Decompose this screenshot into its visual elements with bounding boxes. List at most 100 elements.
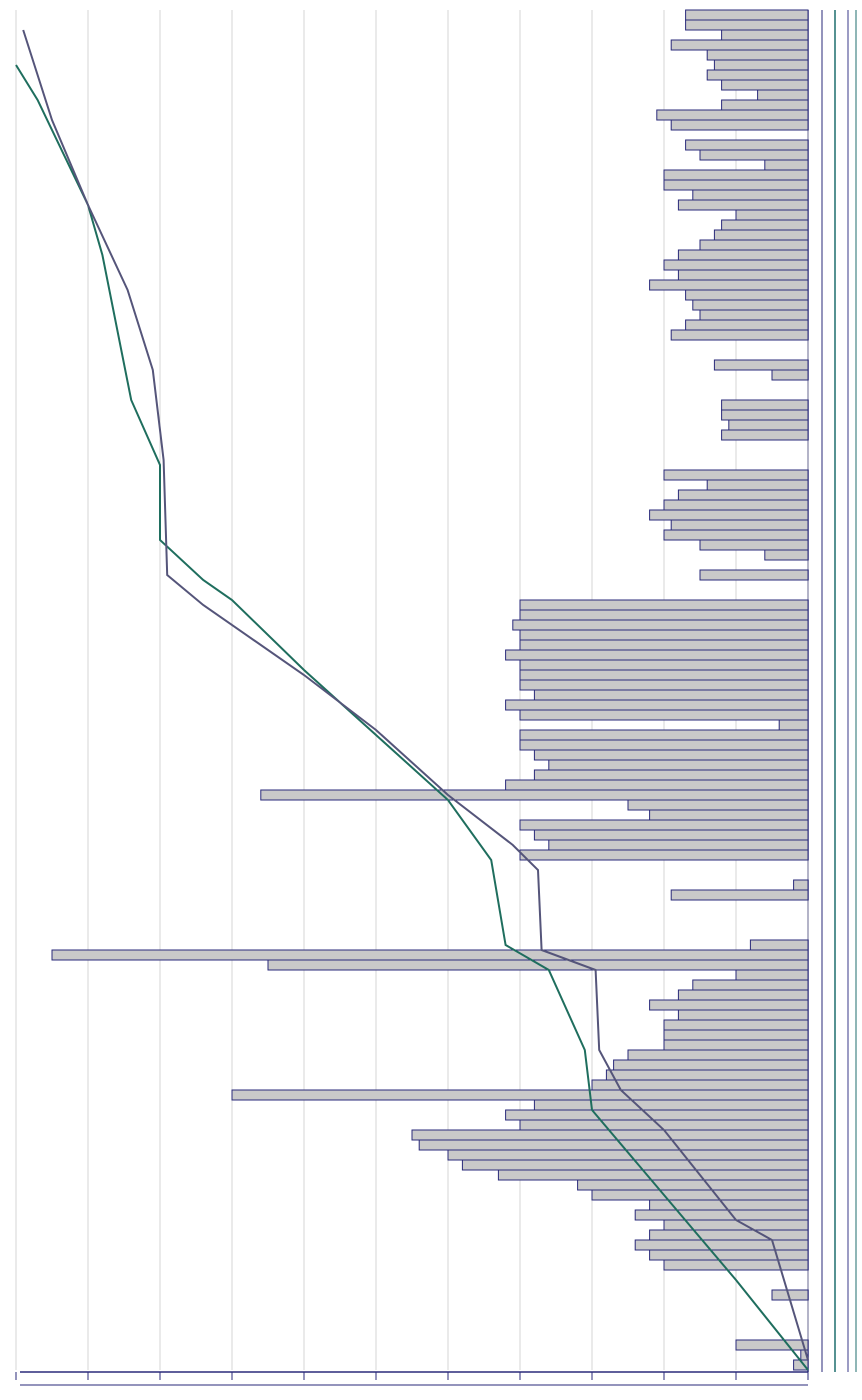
bar bbox=[677, 249, 809, 261]
bar bbox=[663, 499, 809, 511]
bar bbox=[649, 1249, 809, 1261]
bar bbox=[519, 739, 809, 751]
bar bbox=[670, 119, 809, 131]
bar bbox=[548, 759, 809, 771]
bar bbox=[685, 319, 809, 331]
bar bbox=[418, 1139, 809, 1151]
bar bbox=[533, 749, 809, 761]
bar bbox=[735, 209, 809, 221]
bar bbox=[764, 159, 809, 171]
bar bbox=[735, 1339, 809, 1351]
bar bbox=[757, 89, 809, 101]
bar bbox=[713, 359, 809, 371]
bar bbox=[735, 969, 809, 981]
bar bbox=[663, 469, 809, 481]
bar bbox=[706, 49, 809, 61]
bar bbox=[533, 689, 809, 701]
bar bbox=[771, 369, 809, 381]
bar bbox=[699, 239, 809, 251]
bar bbox=[505, 779, 809, 791]
cumulative-line bbox=[22, 29, 809, 1361]
bar bbox=[670, 39, 809, 51]
bar bbox=[605, 1069, 809, 1081]
bar bbox=[706, 479, 809, 491]
bar bbox=[670, 329, 809, 341]
bar bbox=[793, 879, 809, 891]
bar bbox=[677, 989, 809, 1001]
bar bbox=[699, 149, 809, 161]
bar bbox=[627, 799, 809, 811]
bar bbox=[663, 179, 809, 191]
bar bbox=[533, 769, 809, 781]
bar bbox=[548, 839, 809, 851]
bar bbox=[713, 59, 809, 71]
bar bbox=[721, 399, 809, 411]
bar bbox=[692, 189, 809, 201]
bar bbox=[721, 29, 809, 41]
bar bbox=[656, 109, 809, 121]
bar bbox=[692, 979, 809, 991]
bar bbox=[670, 889, 809, 901]
bar bbox=[519, 1119, 809, 1131]
bar bbox=[685, 9, 809, 21]
bar bbox=[677, 269, 809, 281]
bar bbox=[505, 699, 809, 711]
bar bbox=[778, 719, 809, 731]
bar bbox=[497, 1169, 809, 1181]
bar bbox=[728, 419, 809, 431]
bar bbox=[699, 539, 809, 551]
bar bbox=[685, 19, 809, 31]
bar bbox=[649, 809, 809, 821]
bar bbox=[649, 509, 809, 521]
bar bbox=[591, 1079, 809, 1091]
bar bbox=[51, 949, 809, 961]
bar bbox=[713, 229, 809, 241]
bar bbox=[627, 1049, 809, 1061]
bar bbox=[764, 549, 809, 561]
bar bbox=[519, 709, 809, 721]
bar bbox=[649, 279, 809, 291]
bar bbox=[663, 259, 809, 271]
bar bbox=[721, 429, 809, 441]
bar bbox=[663, 169, 809, 181]
bar bbox=[577, 1179, 809, 1191]
bar bbox=[749, 939, 809, 951]
bar bbox=[231, 1089, 809, 1101]
bar bbox=[649, 1229, 809, 1241]
bar bbox=[706, 69, 809, 81]
bar bbox=[677, 199, 809, 211]
bar bbox=[699, 309, 809, 321]
bar bbox=[721, 409, 809, 421]
bar bbox=[663, 1039, 809, 1051]
bar bbox=[519, 599, 809, 611]
bar bbox=[519, 679, 809, 691]
bar bbox=[505, 1109, 809, 1121]
bar bbox=[519, 669, 809, 681]
bar bbox=[634, 1239, 809, 1251]
bar bbox=[519, 609, 809, 621]
bar bbox=[519, 729, 809, 741]
bar bbox=[721, 219, 809, 231]
bar bbox=[663, 1019, 809, 1031]
bar bbox=[649, 999, 809, 1011]
bar bbox=[519, 849, 809, 861]
bar bbox=[663, 529, 809, 541]
bar bbox=[677, 489, 809, 501]
bar bbox=[519, 659, 809, 671]
bar bbox=[670, 519, 809, 531]
bar bbox=[721, 79, 809, 91]
bar bbox=[721, 99, 809, 111]
bar bbox=[685, 139, 809, 151]
bar bbox=[699, 569, 809, 581]
bar bbox=[519, 629, 809, 641]
bar bbox=[634, 1209, 809, 1221]
bar bbox=[533, 829, 809, 841]
bar bbox=[663, 1029, 809, 1041]
bar bbox=[677, 1009, 809, 1021]
bar bbox=[505, 649, 809, 661]
bar bbox=[519, 639, 809, 651]
bar bbox=[692, 299, 809, 311]
bar bbox=[663, 1259, 809, 1271]
bar bbox=[260, 789, 809, 801]
